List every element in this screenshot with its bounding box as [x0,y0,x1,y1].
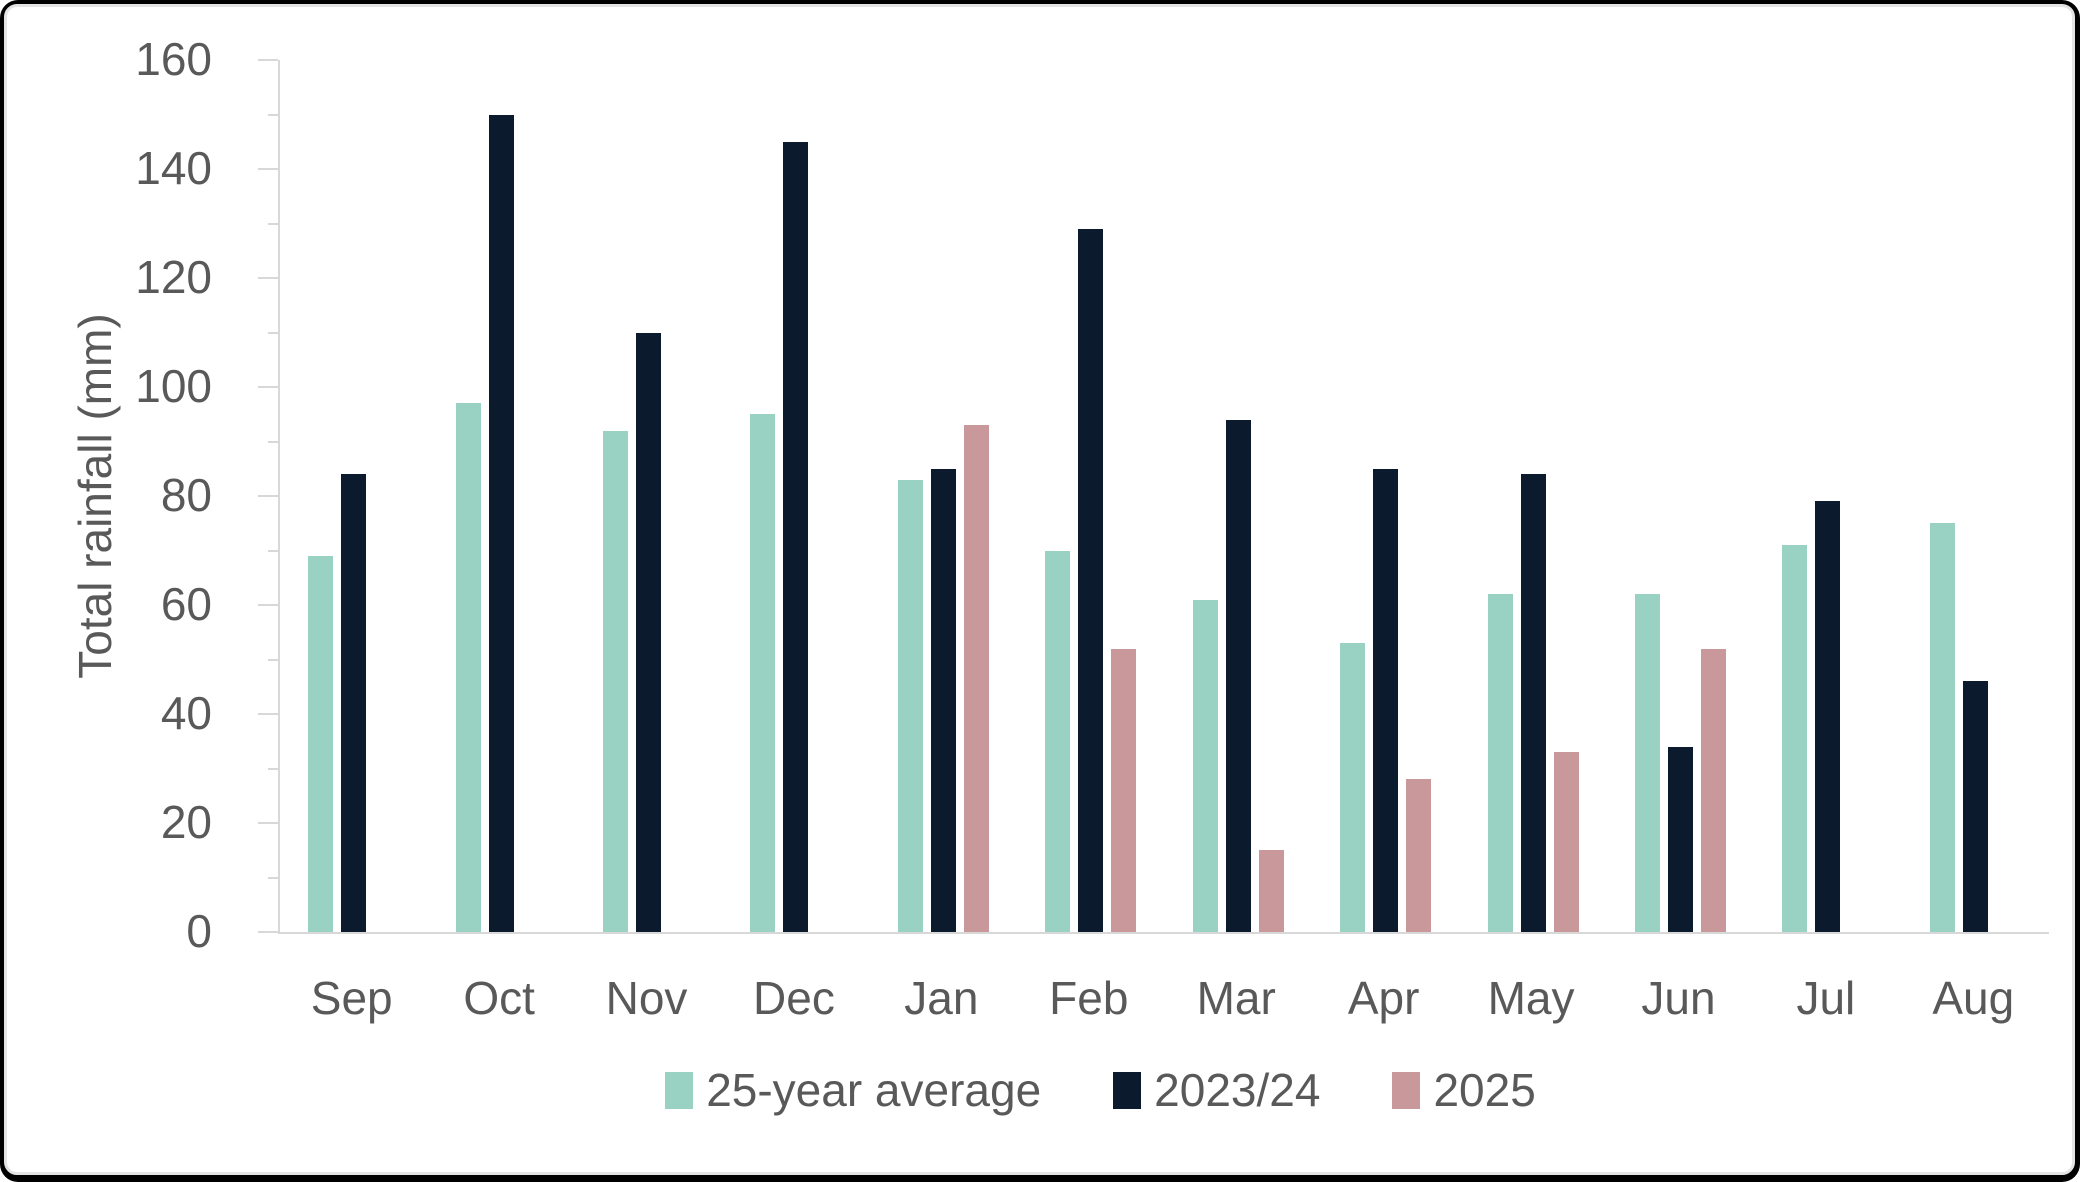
bar-group-jan [897,60,989,932]
y-minor-tick-70 [268,549,278,552]
bar-jan-25-year-average [897,479,923,932]
y-minor-tick-130 [268,222,278,225]
legend-item-2025: 2025 [1392,1064,1536,1116]
bar-group-dec [750,60,841,932]
bar-oct-25-year-average [455,403,481,932]
bar-group-jul [1782,60,1873,932]
y-tick-label-80: 80 [160,469,212,521]
x-tick-label-may: May [1487,972,1575,1024]
bar-apr-2023-24 [1373,468,1399,932]
bar-group-nov [603,60,694,932]
bar-group-aug [1929,60,2021,932]
legend: 25-year average 2023/24 2025 [216,1065,1985,1115]
bar-group-oct [455,60,547,932]
bar-mar-25-year-average [1192,599,1218,932]
legend-swatch-icon [1113,1071,1142,1109]
legend-swatch-icon [1392,1071,1421,1109]
plot-area [258,59,2049,934]
x-tick-label-apr: Apr [1347,972,1420,1024]
bar-jul-2023-24 [1815,501,1841,932]
x-tick-label-mar: Mar [1196,972,1276,1024]
bar-group-jun [1634,60,1726,932]
bar-feb-2025 [1111,648,1137,932]
y-major-tick-140 [258,168,278,170]
bar-aug-2023-24 [1962,681,1988,932]
x-tick-label-nov: Nov [605,972,688,1024]
y-minor-tick-50 [268,658,278,661]
x-tick-label-feb: Feb [1049,972,1129,1024]
legend-item-25-year-average: 25-year average [665,1065,1041,1115]
bar-dec-25-year-average [750,414,776,932]
y-tick-label-20: 20 [160,796,212,848]
bar-jan-2025 [963,425,989,932]
y-major-tick-60 [258,604,278,606]
y-tick-label-120: 120 [135,251,212,303]
x-tick-label-jul: Jul [1796,972,1856,1024]
y-minor-tick-10 [268,876,278,879]
legend-item-2023-24: 2023/24 [1113,1065,1320,1115]
legend-label: 2025 [1433,1064,1536,1116]
y-major-tick-20 [258,822,278,824]
y-minor-tick-110 [268,331,278,334]
y-tick-label-140: 140 [135,142,212,194]
y-minor-tick-90 [268,440,278,443]
legend-label: 2023/24 [1154,1064,1321,1116]
bar-jun-2023-24 [1667,746,1693,932]
bar-mar-2025 [1258,850,1284,932]
x-tick-label-jun: Jun [1641,972,1716,1024]
x-tick-label-jan: Jan [904,972,979,1024]
bar-group-apr [1340,60,1432,932]
bar-group-feb [1045,60,1137,932]
bar-aug-25-year-average [1929,523,1955,932]
bar-feb-25-year-average [1045,550,1071,932]
bar-jul-25-year-average [1782,545,1808,932]
bar-feb-2023-24 [1078,228,1104,932]
bar-apr-25-year-average [1340,643,1366,932]
y-minor-tick-30 [268,767,278,770]
bar-oct-2023-24 [488,114,514,932]
bar-mar-2023-24 [1225,419,1251,932]
bar-sep-25-year-average [308,555,334,932]
bar-jan-2023-24 [930,468,956,932]
y-tick-label-0: 0 [186,905,212,957]
y-tick-label-40: 40 [160,687,212,739]
legend-label: 25-year average [706,1064,1042,1116]
y-tick-label-60: 60 [160,578,212,630]
y-major-tick-120 [258,277,278,279]
bar-jun-25-year-average [1634,594,1660,932]
chart-surface: Total rainfall (mm) Sep Oct Nov Dec Jan Feb Ma… [4,4,2075,1175]
bar-sep-2023-24 [341,474,367,932]
y-major-tick-80 [258,495,278,497]
x-tick-label-dec: Dec [753,972,835,1024]
bar-nov-2023-24 [636,332,662,932]
bar-nov-25-year-average [603,430,629,932]
bar-may-2025 [1553,752,1579,932]
x-tick-label-sep: Sep [310,972,393,1024]
y-major-tick-100 [258,386,278,388]
y-minor-tick-150 [268,113,278,116]
y-major-tick-160 [258,59,278,61]
bar-apr-2025 [1406,779,1432,932]
y-tick-label-100: 100 [135,360,212,412]
x-tick-label-oct: Oct [463,972,535,1024]
legend-swatch-icon [665,1071,694,1109]
y-major-tick-0 [258,931,278,933]
y-tick-label-160: 160 [135,33,212,85]
bar-group-mar [1192,60,1284,932]
bar-group-may [1487,60,1579,932]
y-major-tick-40 [258,713,278,715]
bar-dec-2023-24 [783,141,809,932]
bar-may-2023-24 [1520,474,1546,932]
bar-group-sep [308,60,399,932]
x-tick-label-aug: Aug [1932,972,2015,1024]
bar-jun-2025 [1700,648,1726,932]
bar-may-25-year-average [1487,594,1513,932]
